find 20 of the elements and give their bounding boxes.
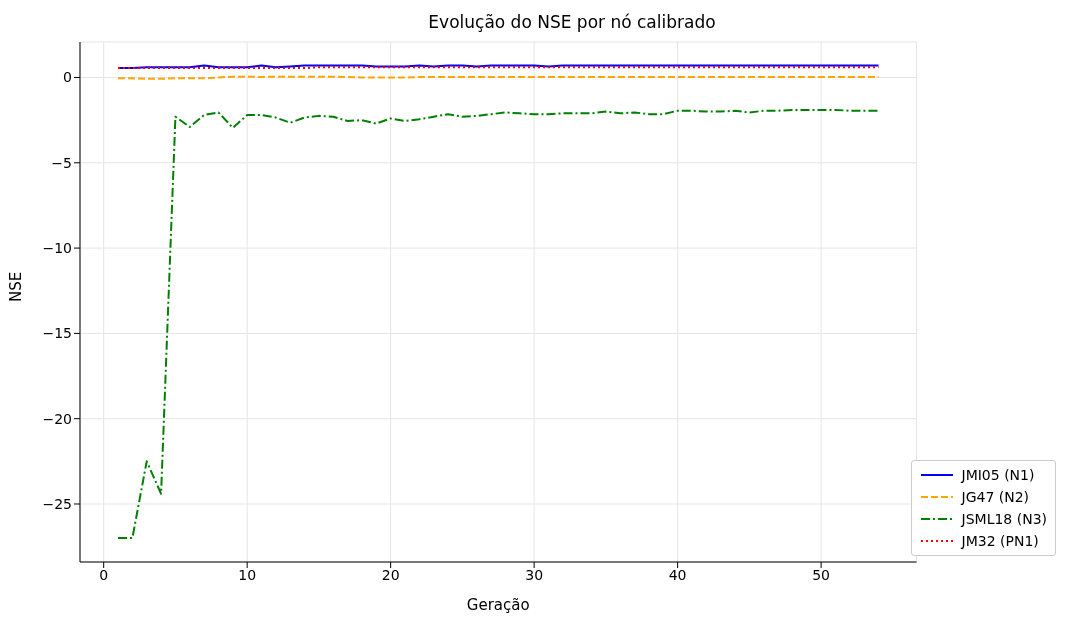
y-tick-label: −10	[42, 240, 72, 257]
y-tick-label: −25	[42, 495, 72, 512]
x-axis-title: Geração	[466, 596, 530, 614]
x-tick-label: 0	[99, 566, 109, 583]
x-tick-label: 40	[668, 566, 687, 583]
y-tick-label: −15	[42, 325, 72, 342]
y-tick-label: −5	[51, 154, 72, 171]
line-series	[117, 108, 880, 540]
legend-label: JG47 (N2)	[961, 489, 1030, 505]
x-tick-label: 20	[381, 566, 400, 583]
y-tick-label: −20	[42, 410, 72, 427]
chart-title: Evolução do NSE por nó calibrado	[427, 11, 717, 34]
legend-label: JMI05 (N1)	[961, 467, 1035, 483]
x-tick-label: 50	[812, 566, 831, 583]
legend-label: JM32 (PN1)	[961, 533, 1039, 549]
x-tick-label: 10	[238, 566, 257, 583]
legend-label: JSML18 (N3)	[961, 511, 1047, 527]
x-tick-label: 30	[525, 566, 544, 583]
y-axis-title: NSE	[7, 271, 26, 302]
y-tick-label: 0	[63, 69, 72, 86]
